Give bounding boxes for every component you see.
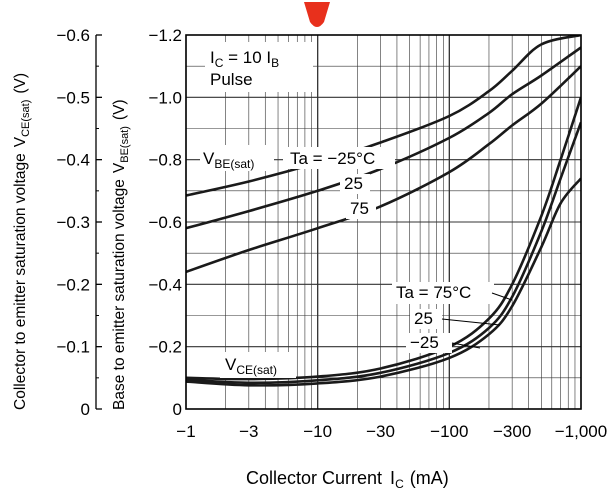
series-label: 25 [344,174,363,193]
x-tick-label: −30 [366,422,395,441]
series-label: 25 [414,309,433,328]
vbe-group-label: VBE(sat) [203,149,254,171]
x-tick-label: −100 [430,422,468,441]
vce-group-label: VCE(sat) [225,355,277,377]
y-left-tick-label: −0.5 [56,88,90,107]
y-right-tick-label: −0.6 [148,213,182,232]
series-line-1 [186,46,581,230]
y-right-tick-label: −0.2 [148,338,182,357]
y-left-tick-label: −0.4 [56,151,90,170]
y-right-axis-title: Base to emitter saturation voltageVBE(sa… [111,99,131,410]
y-left-tick-label: 0 [81,400,90,419]
y-left-axis-title: Collector to emitter saturation voltageV… [12,73,32,410]
series-label-bg [410,309,442,329]
plot-frame [185,34,582,410]
series-line-4 [186,121,581,385]
pulse-text: Pulse [210,70,253,89]
y-right-tick-label: −0.4 [148,275,182,294]
series-leader-line [441,318,501,326]
series-leader-line [491,292,513,301]
series-label-bg [392,282,494,304]
series-label: Ta = −25°C [290,149,375,168]
series-line-0 [186,35,581,197]
y-left-tick-label: −0.3 [56,213,90,232]
series-line-3 [186,96,581,381]
vbe-label-bg [200,145,274,171]
series-label: 75 [350,199,369,218]
x-tick-label: −10 [303,422,332,441]
y-right-tick-label: 0 [173,400,182,419]
series-label: Ta = 75°C [396,283,471,302]
y-right-tick-label: −1.0 [148,88,182,107]
vce-label-bg [220,352,296,378]
series-label-bg [340,174,370,194]
series-line-5 [186,177,581,387]
y-left-tick-label: −0.2 [56,275,90,294]
chart-curves [186,35,581,387]
series-label-bg [283,147,395,169]
condition-text: IC = 10 IB [210,48,279,70]
series-label-bg [346,199,376,219]
series-line-2 [186,65,581,274]
y-right-tick-label: −0.8 [148,151,182,170]
x-axis-title: Collector Current IC (mA) [246,468,449,491]
series-leader-line [451,342,481,349]
y-left-tick-label: −0.1 [56,338,90,357]
x-tick-label: −1,000 [555,422,607,441]
x-tick-label: −300 [493,422,531,441]
series-label: −25 [410,333,439,352]
y-left-tick-label: −0.6 [56,26,90,45]
series-label-bg [406,333,452,353]
red-mark-icon [304,2,330,27]
y-left-tick-marks [95,34,102,410]
chart-labels: −1 −3 −10 −30 −100 −300 −1,000 0 −0.2 −0.4 −0.6 −0.… [56,26,607,441]
x-tick-label: −1 [176,422,195,441]
x-tick-label: −3 [239,422,258,441]
condition-box-bg [205,42,313,92]
y-right-tick-label: −1.2 [148,26,182,45]
